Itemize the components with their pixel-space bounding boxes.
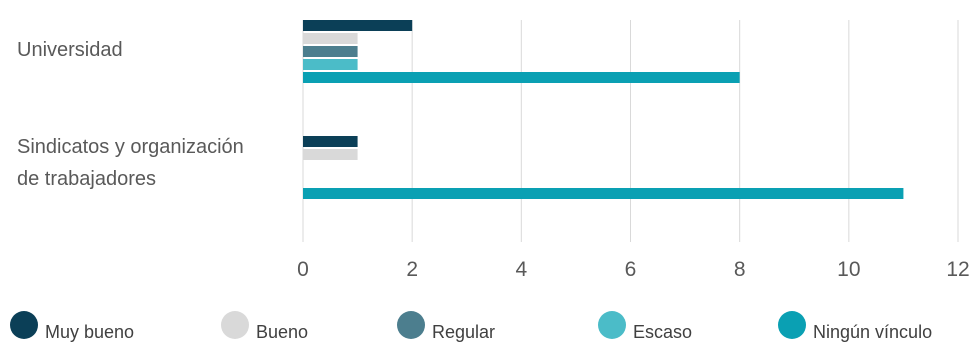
legend-item: Regular (397, 311, 495, 342)
legend-label: Escaso (633, 322, 692, 342)
bar-escaso (303, 59, 358, 70)
legend-swatch (397, 311, 425, 339)
x-tick-label: 10 (837, 258, 860, 281)
legend-item: Muy bueno (10, 311, 134, 342)
category-label: Sindicatos y organización (17, 136, 244, 158)
x-tick-label: 8 (734, 258, 746, 281)
x-tick-label: 2 (406, 258, 418, 281)
legend-swatch (10, 311, 38, 339)
bar-muy-bueno (303, 136, 358, 147)
legend-label: Muy bueno (45, 322, 134, 342)
gridlines (302, 20, 959, 242)
legend-swatch (778, 311, 806, 339)
legend-item: Bueno (221, 311, 308, 342)
x-tick-label: 4 (515, 258, 527, 281)
legend-item: Ningún vínculo (778, 311, 932, 342)
legend-label: Bueno (256, 322, 308, 342)
bar-ningún-vínculo (303, 188, 904, 199)
legend-item: Escaso (598, 311, 692, 342)
bar-bueno (303, 33, 358, 44)
legend-swatch (221, 311, 249, 339)
category-label: de trabajadores (17, 168, 156, 190)
x-tick-label: 12 (946, 258, 969, 281)
x-tick-label: 0 (297, 258, 309, 281)
legend-swatch (598, 311, 626, 339)
bar-muy-bueno (303, 20, 413, 31)
bar-regular (303, 46, 358, 57)
legend-label: Ningún vínculo (813, 322, 932, 342)
legend-label: Regular (432, 322, 495, 342)
category-label: Universidad (17, 39, 123, 61)
bar-ningún-vínculo (303, 72, 740, 83)
x-tick-label: 6 (625, 258, 637, 281)
category-labels: Universidad Sindicatos y organización de t… (17, 39, 244, 190)
bars (303, 20, 904, 199)
x-axis-tick-labels: 0 2 4 6 8 10 12 (297, 258, 970, 281)
bar-bueno (303, 149, 358, 160)
legend: Muy bueno Bueno Regular Escaso Ningún víncul… (10, 311, 932, 342)
